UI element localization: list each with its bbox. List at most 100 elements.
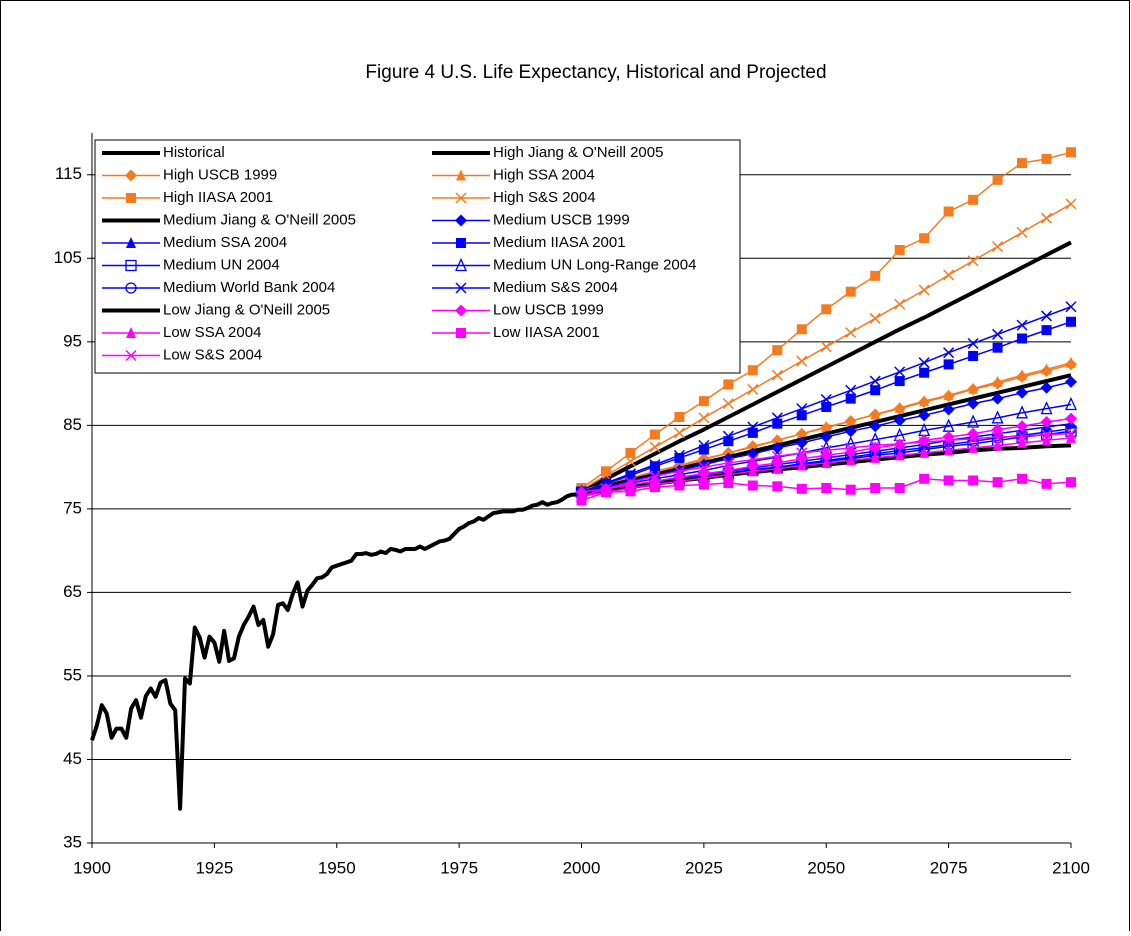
marker: [919, 395, 930, 407]
marker: [723, 436, 734, 447]
legend: Historical High Jiang & O'Neill 2005 High …: [94, 139, 741, 374]
marker: [1017, 436, 1028, 448]
marker: [918, 357, 930, 369]
chart-title: Figure 4 U.S. Life Expectancy, Historica…: [365, 62, 826, 83]
marker: [455, 282, 467, 294]
marker: [845, 415, 856, 427]
legend-label: Medium USCB 1999: [493, 211, 630, 228]
marker: [869, 420, 882, 433]
marker: [1017, 369, 1028, 381]
marker: [455, 192, 467, 204]
x-tick-label: 2050: [807, 858, 845, 877]
marker: [723, 379, 734, 390]
marker: [943, 475, 954, 486]
marker: [796, 355, 808, 367]
marker: [1041, 363, 1052, 375]
marker: [820, 341, 832, 353]
y-tick-label: 45: [63, 749, 82, 768]
marker: [698, 396, 709, 407]
legend-label: Medium S&S 2004: [493, 279, 618, 296]
marker: [844, 425, 857, 438]
series-line: [581, 403, 1072, 493]
marker: [919, 446, 930, 458]
marker: [575, 490, 588, 502]
marker: [698, 444, 709, 455]
legend-label: High Jiang & O'Neill 2005: [493, 144, 663, 161]
legend-label: High IIASA 2001: [163, 189, 273, 206]
x-tick-label: 1950: [318, 858, 356, 877]
marker: [624, 455, 636, 467]
y-tick-label: 95: [63, 331, 82, 350]
marker: [624, 476, 636, 488]
marker: [992, 439, 1003, 451]
legend-label: Low Jiang & O'Neill 2005: [163, 301, 330, 318]
marker: [943, 269, 955, 281]
marker: [747, 365, 758, 376]
marker: [870, 270, 881, 281]
marker: [125, 259, 137, 272]
marker: [600, 466, 611, 477]
marker: [894, 483, 905, 493]
marker: [894, 244, 905, 255]
marker: [869, 312, 881, 324]
marker: [893, 414, 906, 427]
marker: [1041, 325, 1052, 336]
marker: [1016, 430, 1028, 442]
marker: [967, 414, 980, 428]
marker: [771, 441, 784, 454]
legend-label: Low S&S 2004: [163, 346, 262, 363]
marker: [1041, 153, 1052, 164]
marker: [125, 282, 137, 294]
marker: [796, 447, 808, 459]
marker: [894, 298, 906, 310]
marker: [772, 345, 783, 356]
y-tick-label: 115: [55, 164, 82, 183]
marker: [722, 457, 734, 469]
marker: [919, 367, 930, 378]
marker: [845, 442, 857, 454]
y-tick-label: 35: [63, 832, 82, 851]
marker: [943, 359, 954, 370]
marker: [698, 412, 710, 424]
legend-label: Medium UN 2004: [163, 256, 280, 273]
marker: [624, 468, 636, 480]
marker: [844, 446, 857, 459]
marker: [796, 459, 807, 471]
marker: [1041, 434, 1052, 446]
marker: [943, 444, 954, 456]
marker: [991, 392, 1004, 405]
marker: [1040, 429, 1053, 441]
marker: [625, 486, 636, 497]
marker: [649, 482, 660, 493]
legend-box: [94, 139, 741, 374]
x-tick-label: 2100: [1052, 858, 1090, 877]
x-tick-label: 1975: [440, 858, 478, 877]
marker: [845, 384, 857, 396]
marker: [747, 383, 759, 395]
legend-label: Historical: [163, 144, 225, 161]
marker: [1066, 147, 1076, 158]
y-tick-label: 75: [63, 498, 82, 517]
x-tick-label: 1925: [195, 858, 233, 877]
marker: [674, 480, 685, 491]
marker: [772, 434, 783, 446]
y-tick-label: 105: [54, 248, 82, 267]
marker: [845, 393, 856, 404]
marker: [821, 421, 832, 433]
marker: [894, 438, 906, 450]
marker: [845, 286, 856, 297]
x-tick-label: 1900: [73, 858, 111, 877]
marker: [918, 284, 930, 296]
marker: [869, 439, 881, 451]
marker: [991, 423, 1004, 436]
marker: [1065, 198, 1077, 210]
marker: [942, 403, 955, 416]
marker: [992, 328, 1004, 340]
marker: [1041, 478, 1052, 489]
legend-label: Low USCB 1999: [493, 301, 604, 318]
marker: [723, 468, 734, 480]
marker: [967, 433, 979, 445]
marker: [968, 351, 979, 362]
marker: [918, 434, 931, 447]
marker: [455, 304, 467, 317]
